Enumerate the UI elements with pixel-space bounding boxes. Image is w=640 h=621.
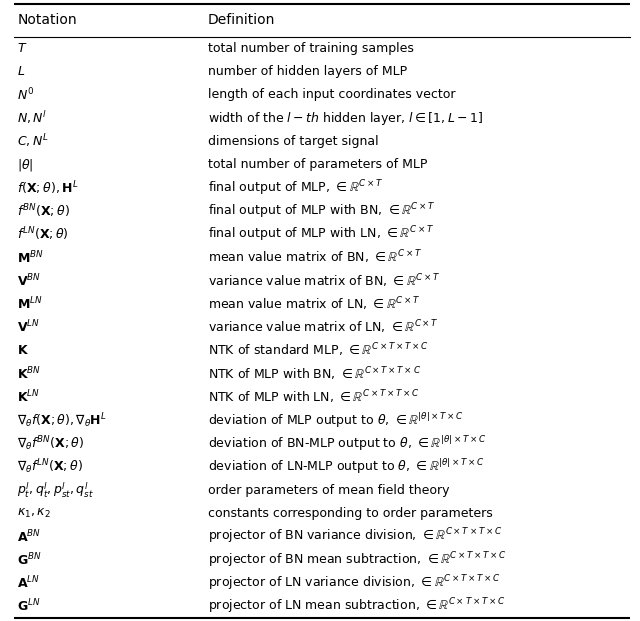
- Text: $\mathbf{V}^{LN}$: $\mathbf{V}^{LN}$: [17, 319, 40, 335]
- Text: $\nabla_\theta f(\mathbf{X};\theta), \nabla_\theta \mathbf{H}^L$: $\nabla_\theta f(\mathbf{X};\theta), \na…: [17, 411, 107, 430]
- Text: $p^l_t, q^l_t, p^l_{st}, q^l_{st}$: $p^l_t, q^l_t, p^l_{st}, q^l_{st}$: [17, 480, 95, 500]
- Text: mean value matrix of BN, $\in \mathbb{R}^{C\times T}$: mean value matrix of BN, $\in \mathbb{R}…: [208, 249, 422, 266]
- Text: total number of training samples: total number of training samples: [208, 42, 414, 55]
- Text: Notation: Notation: [17, 14, 77, 27]
- Text: variance value matrix of LN, $\in \mathbb{R}^{C\times T}$: variance value matrix of LN, $\in \mathb…: [208, 319, 439, 336]
- Text: $\mathbf{M}^{LN}$: $\mathbf{M}^{LN}$: [17, 296, 43, 312]
- Text: projector of BN mean subtraction, $\in \mathbb{R}^{C\times T\times T\times C}$: projector of BN mean subtraction, $\in \…: [208, 550, 507, 569]
- Text: $T$: $T$: [17, 42, 28, 55]
- Text: final output of MLP with BN, $\in \mathbb{R}^{C\times T}$: final output of MLP with BN, $\in \mathb…: [208, 201, 436, 221]
- Text: final output of MLP with LN, $\in \mathbb{R}^{C\times T}$: final output of MLP with LN, $\in \mathb…: [208, 224, 434, 244]
- Text: $f^{LN}(\mathbf{X};\theta)$: $f^{LN}(\mathbf{X};\theta)$: [17, 225, 69, 243]
- Text: $\mathbf{K}^{LN}$: $\mathbf{K}^{LN}$: [17, 389, 40, 406]
- Text: $N, N^l$: $N, N^l$: [17, 109, 47, 127]
- Text: deviation of BN-MLP output to $\theta$, $\in \mathbb{R}^{|\theta|\times T\times : deviation of BN-MLP output to $\theta$, …: [208, 434, 486, 453]
- Text: length of each input coordinates vector: length of each input coordinates vector: [208, 88, 456, 101]
- Text: Definition: Definition: [208, 14, 275, 27]
- Text: $\mathbf{M}^{BN}$: $\mathbf{M}^{BN}$: [17, 249, 44, 266]
- Text: $\mathbf{G}^{LN}$: $\mathbf{G}^{LN}$: [17, 598, 41, 615]
- Text: $C, N^L$: $C, N^L$: [17, 132, 49, 150]
- Text: $L$: $L$: [17, 65, 26, 78]
- Text: total number of parameters of MLP: total number of parameters of MLP: [208, 158, 428, 171]
- Text: $\mathbf{K}$: $\mathbf{K}$: [17, 344, 29, 357]
- Text: projector of LN mean subtraction, $\in \mathbb{R}^{C\times T\times T\times C}$: projector of LN mean subtraction, $\in \…: [208, 596, 506, 616]
- Text: NTK of MLP with LN, $\in \mathbb{R}^{C\times T\times T\times C}$: NTK of MLP with LN, $\in \mathbb{R}^{C\t…: [208, 388, 419, 406]
- Text: $\nabla_\theta f^{BN}(\mathbf{X};\theta)$: $\nabla_\theta f^{BN}(\mathbf{X};\theta)…: [17, 434, 84, 453]
- Text: final output of MLP, $\in \mathbb{R}^{C\times T}$: final output of MLP, $\in \mathbb{R}^{C\…: [208, 178, 383, 197]
- Text: $\mathbf{A}^{LN}$: $\mathbf{A}^{LN}$: [17, 574, 40, 591]
- Text: projector of LN variance division, $\in \mathbb{R}^{C\times T\times T\times C}$: projector of LN variance division, $\in …: [208, 573, 500, 593]
- Text: $\mathbf{K}^{BN}$: $\mathbf{K}^{BN}$: [17, 366, 42, 382]
- Text: $\mathbf{G}^{BN}$: $\mathbf{G}^{BN}$: [17, 551, 42, 568]
- Text: NTK of MLP with BN, $\in \mathbb{R}^{C\times T\times T\times C}$: NTK of MLP with BN, $\in \mathbb{R}^{C\t…: [208, 365, 421, 383]
- Text: number of hidden layers of MLP: number of hidden layers of MLP: [208, 65, 407, 78]
- Text: projector of BN variance division, $\in \mathbb{R}^{C\times T\times T\times C}$: projector of BN variance division, $\in …: [208, 527, 502, 546]
- Text: width of the $l-th$ hidden layer, $l \in [1, L-1]$: width of the $l-th$ hidden layer, $l \in…: [208, 109, 483, 127]
- Text: constants corresponding to order parameters: constants corresponding to order paramet…: [208, 507, 493, 520]
- Text: mean value matrix of LN, $\in \mathbb{R}^{C\times T}$: mean value matrix of LN, $\in \mathbb{R}…: [208, 295, 420, 313]
- Text: $\nabla_\theta f^{LN}(\mathbf{X};\theta)$: $\nabla_\theta f^{LN}(\mathbf{X};\theta)…: [17, 458, 83, 476]
- Text: dimensions of target signal: dimensions of target signal: [208, 135, 379, 148]
- Text: variance value matrix of BN, $\in \mathbb{R}^{C\times T}$: variance value matrix of BN, $\in \mathb…: [208, 272, 440, 289]
- Text: $\kappa_1, \kappa_2$: $\kappa_1, \kappa_2$: [17, 507, 51, 520]
- Text: $N^0$: $N^0$: [17, 86, 35, 103]
- Text: deviation of MLP output to $\theta$, $\in \mathbb{R}^{|\theta|\times T\times C}$: deviation of MLP output to $\theta$, $\i…: [208, 411, 464, 430]
- Text: NTK of standard MLP, $\in \mathbb{R}^{C\times T\times T\times C}$: NTK of standard MLP, $\in \mathbb{R}^{C\…: [208, 342, 428, 360]
- Text: deviation of LN-MLP output to $\theta$, $\in \mathbb{R}^{|\theta|\times T\times : deviation of LN-MLP output to $\theta$, …: [208, 457, 485, 476]
- Text: $f(\mathbf{X};\theta), \mathbf{H}^L$: $f(\mathbf{X};\theta), \mathbf{H}^L$: [17, 179, 79, 197]
- Text: $\mathbf{V}^{BN}$: $\mathbf{V}^{BN}$: [17, 273, 42, 289]
- Text: $|\theta|$: $|\theta|$: [17, 156, 34, 173]
- Text: order parameters of mean field theory: order parameters of mean field theory: [208, 484, 449, 497]
- Text: $\mathbf{A}^{BN}$: $\mathbf{A}^{BN}$: [17, 528, 42, 545]
- Text: $f^{BN}(\mathbf{X};\theta)$: $f^{BN}(\mathbf{X};\theta)$: [17, 202, 70, 220]
